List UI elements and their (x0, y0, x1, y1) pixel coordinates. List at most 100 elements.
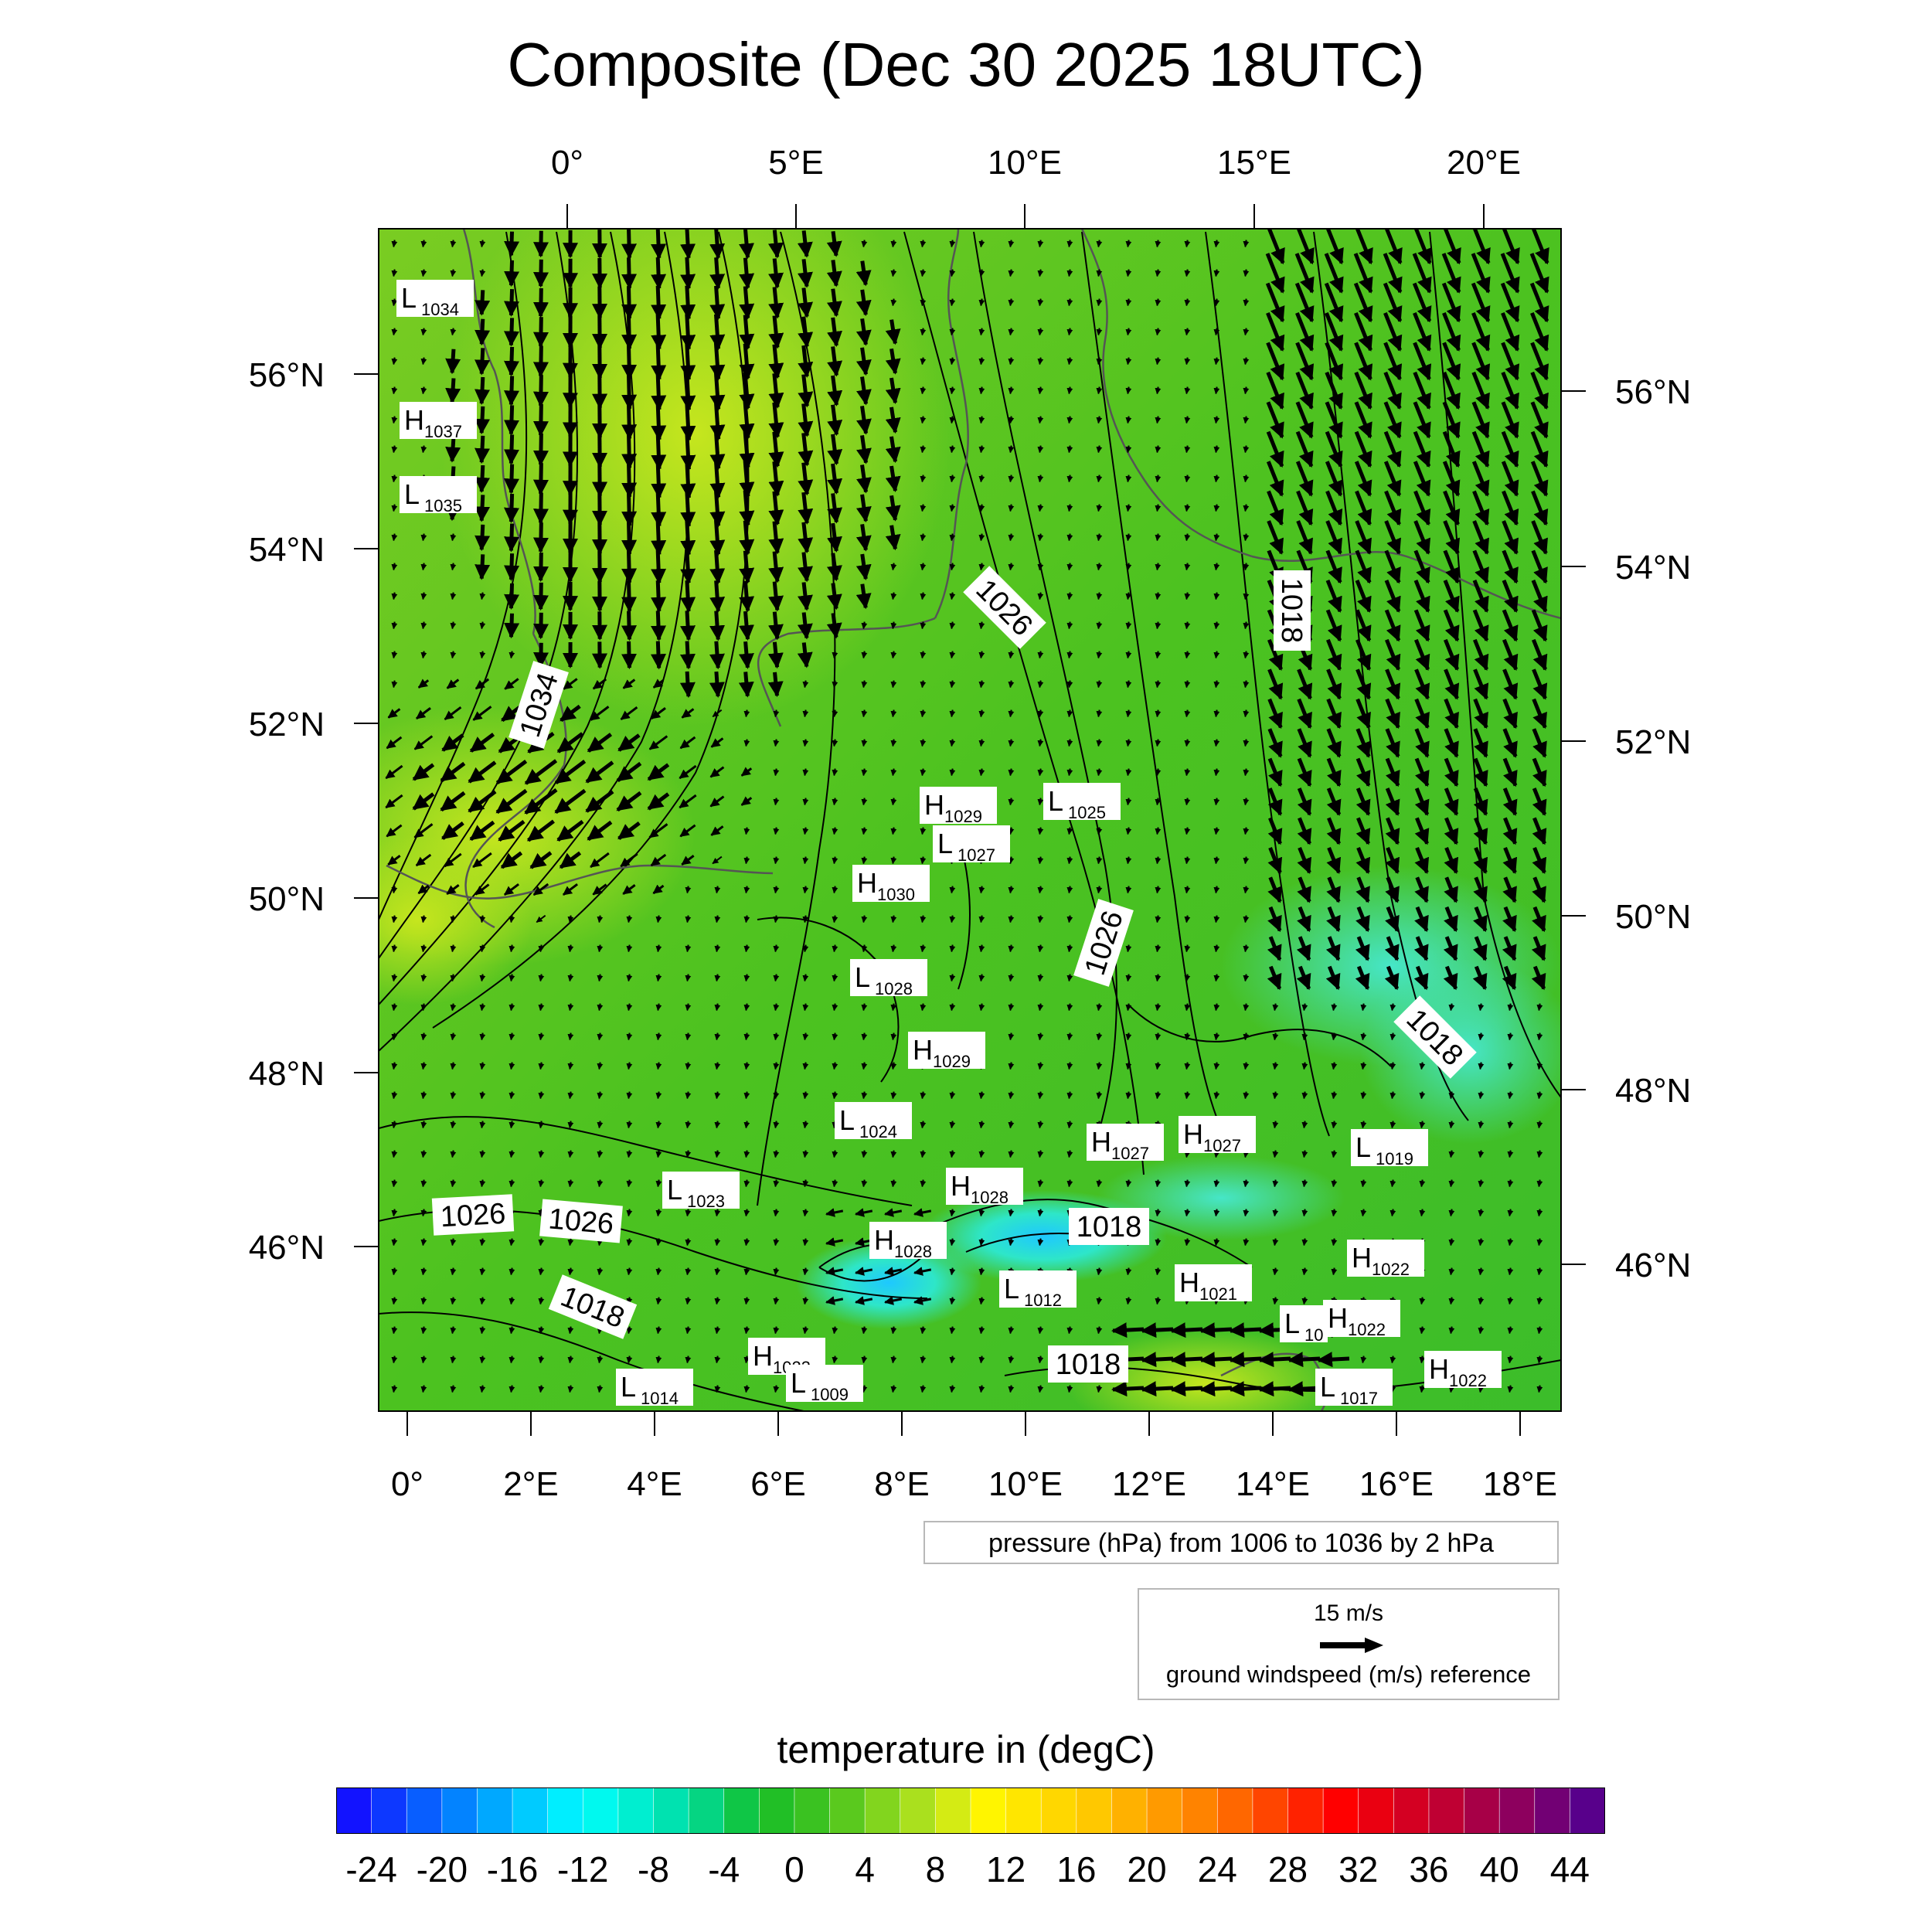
wind-vector (1507, 1121, 1514, 1129)
wind-vector (773, 827, 780, 835)
colorbar-tick-label: 16 (1056, 1849, 1097, 1889)
wind-vector (855, 260, 872, 287)
colorbar-bin (1358, 1787, 1395, 1835)
wind-vector (617, 733, 641, 752)
wind-vector (949, 357, 956, 366)
wind-vector (685, 1297, 692, 1305)
wind-vector (773, 1032, 780, 1041)
wind-vector (1472, 490, 1490, 526)
wind-vector (1155, 1297, 1162, 1305)
wind-vector (1355, 876, 1370, 903)
colorbar-bin (970, 1787, 1007, 1835)
wind-vector (1155, 533, 1162, 542)
wind-vector (1008, 357, 1015, 366)
wind-vector (1325, 580, 1342, 613)
cold-alps-east (1097, 1155, 1345, 1240)
wind-vector (767, 672, 784, 698)
wind-vector (1170, 1352, 1203, 1368)
bottom-lon-label: 12°E (1112, 1465, 1186, 1503)
wind-vector (861, 621, 868, 630)
wind-vector (1008, 1385, 1015, 1393)
wind-vector (597, 944, 604, 953)
wind-vector (1389, 1062, 1396, 1070)
wind-vector (503, 883, 519, 896)
wind-vector (1385, 638, 1401, 672)
center-type: H (913, 1034, 933, 1066)
wind-vector (685, 886, 692, 894)
wind-vector (743, 1326, 750, 1335)
wind-vector (1502, 846, 1518, 874)
wind-vector (1008, 1355, 1015, 1364)
wind-vector (740, 767, 753, 777)
warm-plume-west (379, 835, 533, 1005)
pressure-center-label: L 1034 (396, 280, 474, 319)
wind-vector (1355, 638, 1372, 672)
wind-vector (768, 230, 784, 259)
wind-vector (391, 533, 398, 542)
right-lat-label: 46°N (1615, 1247, 1691, 1284)
wind-vector (1037, 563, 1044, 571)
wind-vector (391, 1209, 398, 1217)
wind-vector (1243, 856, 1250, 865)
bottom-lon-label: 10°E (988, 1465, 1063, 1503)
wind-vector (802, 1003, 809, 1012)
wind-vector (616, 791, 642, 812)
wind-vector (1501, 461, 1519, 497)
wind-vector (861, 1385, 868, 1393)
center-value: 1022 (1449, 1371, 1487, 1390)
wind-vector (1155, 739, 1162, 747)
wind-vector (920, 504, 927, 512)
wind-vector (773, 1062, 780, 1070)
wind-vector (1184, 915, 1191, 923)
wind-vector (1066, 1121, 1073, 1129)
wind-vector (1325, 965, 1341, 991)
wind-vector (621, 314, 638, 350)
wind-vector (1353, 253, 1373, 294)
wind-vector (1066, 680, 1073, 689)
wind-vector (1443, 520, 1460, 555)
wind-vector (450, 1385, 457, 1393)
wind-vector (1096, 269, 1103, 277)
wind-vector (1184, 445, 1191, 454)
wind-vector (1111, 1322, 1145, 1338)
wind-vector (504, 553, 520, 581)
wind-vector (1384, 965, 1400, 991)
wind-vector (768, 551, 784, 583)
wind-vector (827, 317, 842, 347)
wind-vector (709, 795, 725, 808)
wind-vector (1267, 965, 1282, 991)
wind-vector (1267, 728, 1283, 758)
wind-vector (709, 229, 726, 260)
wind-vector (861, 798, 868, 806)
wind-vector (832, 651, 838, 659)
wind-vector (743, 827, 750, 835)
wind-vector (714, 1326, 721, 1335)
wind-vector (832, 1062, 838, 1070)
wind-vector (802, 1238, 809, 1247)
wind-vector (391, 621, 398, 630)
wind-vector (1008, 445, 1015, 454)
wind-vector (685, 1091, 692, 1100)
wind-vector (1096, 827, 1103, 835)
warm-plume-north (440, 229, 951, 726)
wind-vector (1066, 827, 1073, 835)
wind-vector (685, 1209, 692, 1217)
isobar-label: 1026 (539, 1199, 623, 1243)
wind-vector (709, 671, 725, 698)
wind-vector (1037, 944, 1044, 953)
wind-vector (472, 852, 492, 869)
wind-vector (1443, 580, 1460, 613)
pressure-center-label: L 1028 (850, 959, 927, 998)
wind-vector (1502, 787, 1518, 816)
wind-vector (1184, 1179, 1191, 1188)
wind-vector (538, 1267, 545, 1276)
wind-vector (1008, 856, 1015, 865)
center-type: L (937, 828, 953, 859)
colorbar-bin (547, 1787, 584, 1835)
wind-vector (479, 1326, 486, 1335)
wind-vector (920, 328, 927, 336)
wind-vector (509, 1267, 515, 1276)
wind-vector (416, 707, 431, 719)
top-lon-label: 20°E (1447, 144, 1521, 182)
wind-vector (538, 944, 545, 953)
